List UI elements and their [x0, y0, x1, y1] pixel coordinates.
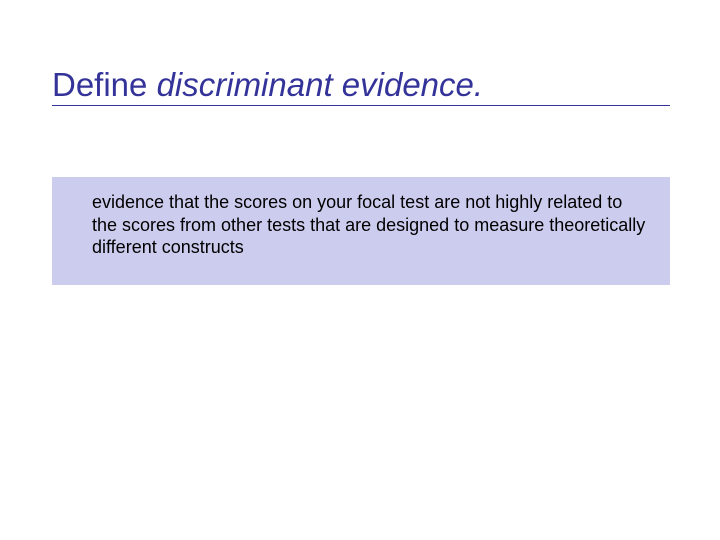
slide-title: Define discriminant evidence. [52, 66, 483, 104]
title-phrase-italic: discriminant evidence [157, 66, 474, 103]
slide-container: Define discriminant evidence. evidence t… [0, 0, 720, 540]
definition-box: evidence that the scores on your focal t… [52, 177, 670, 285]
title-underline [52, 105, 670, 106]
definition-text: evidence that the scores on your focal t… [92, 191, 652, 259]
title-period: . [474, 66, 483, 103]
title-word-define: Define [52, 66, 157, 103]
